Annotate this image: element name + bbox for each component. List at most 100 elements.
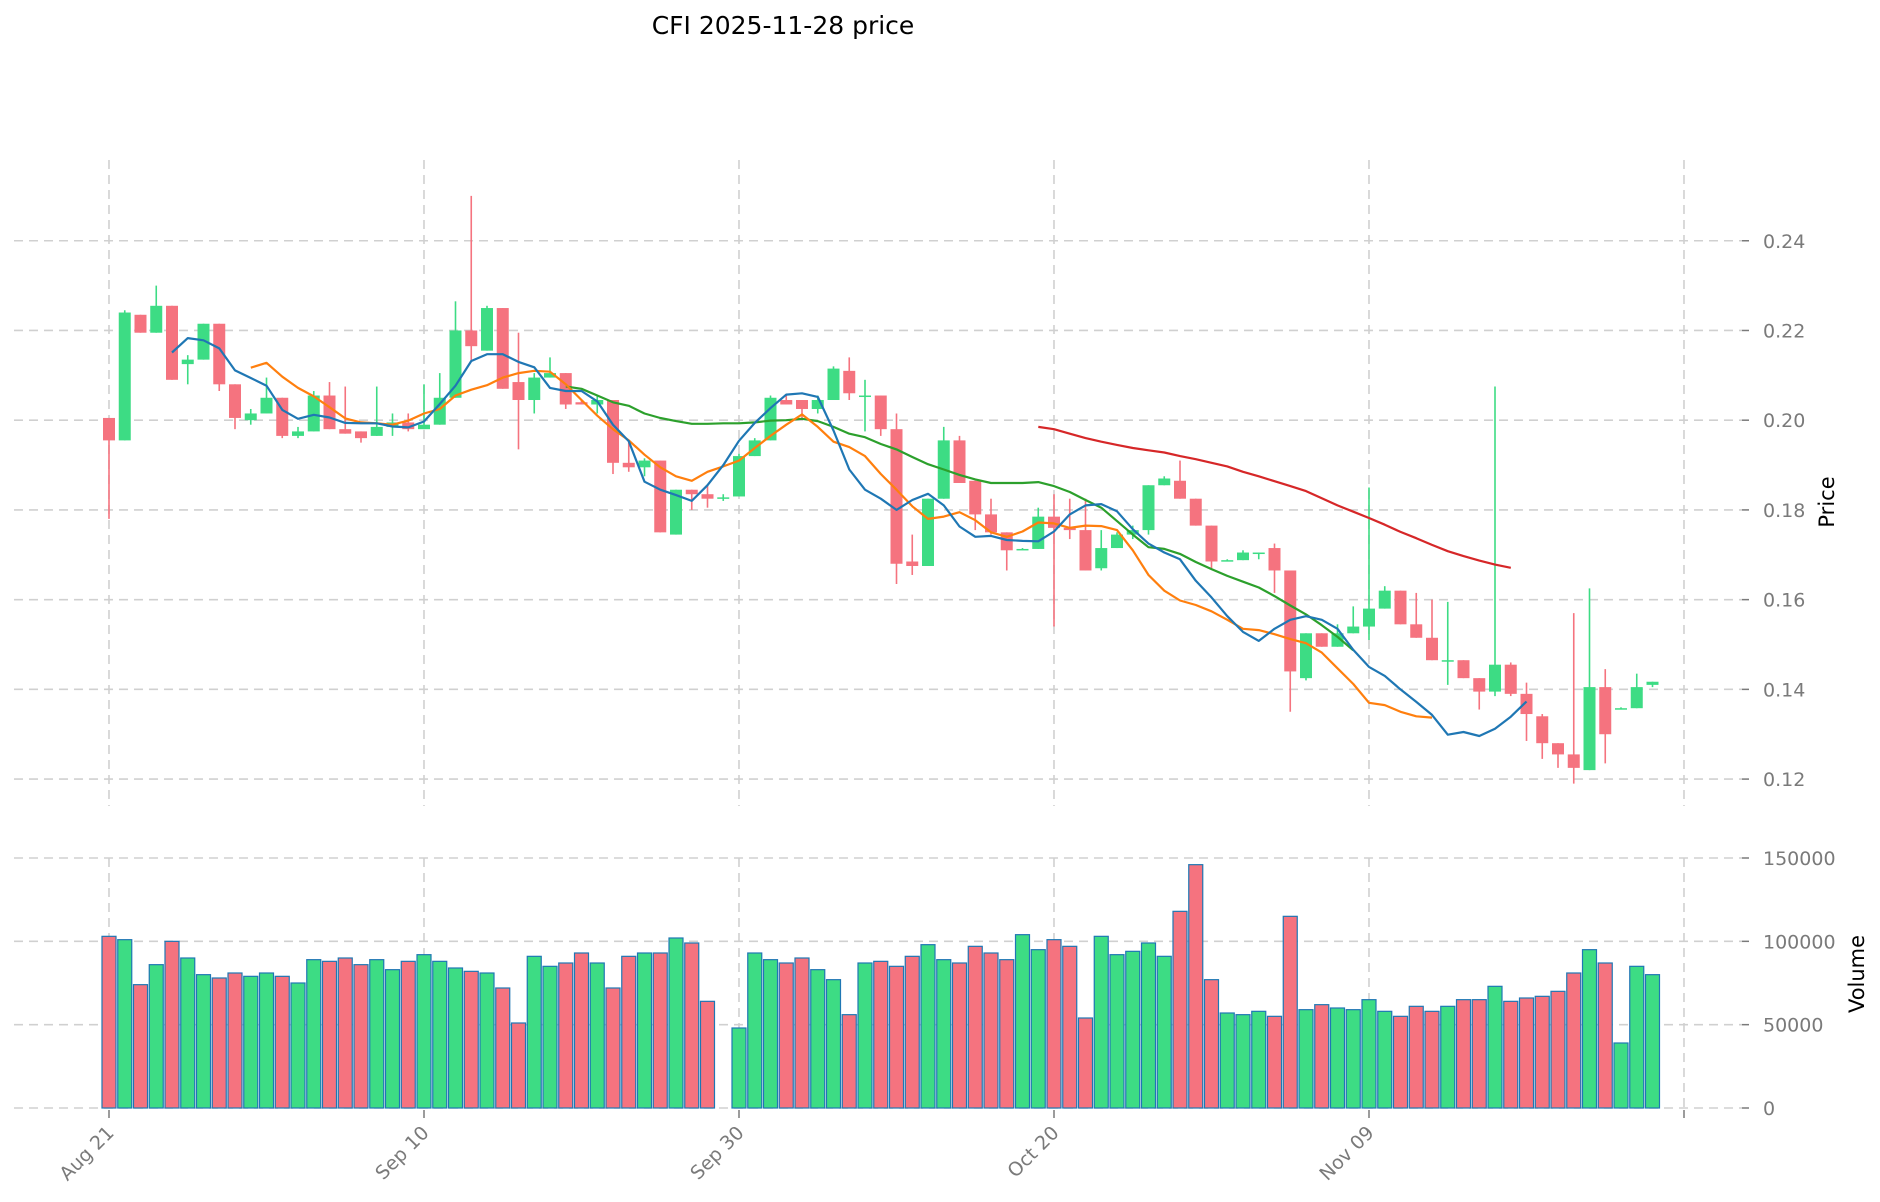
ma-short-line xyxy=(171,337,1528,738)
volume-bar-up xyxy=(1030,949,1046,1109)
candle-body-down xyxy=(1189,498,1202,526)
time-tick-label: Sep 10 xyxy=(371,1122,433,1184)
candle-body-up xyxy=(1378,590,1391,609)
candle-body-down xyxy=(1457,660,1470,679)
candle-body-up xyxy=(1646,681,1659,685)
candle-body-down xyxy=(1394,590,1407,625)
candles xyxy=(103,195,1659,784)
volume-bar-up xyxy=(258,972,275,1109)
volume-bar-up xyxy=(243,975,259,1109)
candle-body-up xyxy=(1331,633,1344,647)
volume-bar-down xyxy=(778,962,794,1109)
volume-tick-label: 150000 xyxy=(1763,848,1836,870)
candle-body-up xyxy=(181,359,194,365)
candle-body-down xyxy=(276,397,289,436)
volume-bar-up xyxy=(1109,954,1125,1109)
candle-body-up xyxy=(1126,530,1139,535)
candle-body-up xyxy=(1221,560,1234,562)
candle-body-down xyxy=(985,514,997,533)
volume-bar-up xyxy=(479,972,495,1109)
volume-bar-up xyxy=(290,982,306,1109)
volume-bar-down xyxy=(652,952,668,1109)
candle-body-down xyxy=(701,494,714,499)
price-tick-label: 0.12 xyxy=(1763,769,1805,791)
candle-body-down xyxy=(1268,548,1281,571)
volume-bar-down xyxy=(400,960,416,1109)
candle-body-down xyxy=(1048,516,1060,528)
volume-bar-down xyxy=(873,960,889,1109)
volume-bar-up xyxy=(1361,999,1377,1109)
ma-longest-line xyxy=(1038,425,1512,569)
volume-bar-up xyxy=(810,969,826,1109)
candle-body-up xyxy=(1615,708,1627,710)
candle-body-up xyxy=(1095,548,1108,569)
volume-bar-down xyxy=(1282,915,1298,1109)
time-tick-label: Aug 21 xyxy=(55,1122,118,1185)
volume-bar-up xyxy=(636,952,653,1109)
volume-bar-up xyxy=(117,939,133,1109)
volume-bar-down xyxy=(1172,910,1188,1109)
volume-bar-down xyxy=(1203,979,1220,1109)
volume-bar-up xyxy=(416,954,432,1109)
volume-bar-up xyxy=(180,957,196,1109)
candle-body-down xyxy=(339,429,352,434)
volume-bar-up xyxy=(1093,935,1109,1109)
candle-body-down xyxy=(953,440,966,483)
volume-bar-down xyxy=(101,935,117,1109)
candle-body-down xyxy=(1599,687,1612,735)
volume-bar-down xyxy=(621,955,637,1109)
price-gridlines xyxy=(14,239,1742,780)
candle-body-up xyxy=(1016,548,1029,551)
volume-bar-down xyxy=(573,952,590,1109)
time-tick-label: Sep 30 xyxy=(686,1122,748,1184)
candle-body-down xyxy=(1205,525,1218,562)
volume-bar-up xyxy=(148,964,164,1109)
candle-body-down xyxy=(1315,633,1328,647)
candle-body-down xyxy=(465,330,478,347)
volume-bar-down xyxy=(1550,990,1566,1109)
volume-axis-label: Volume xyxy=(1845,935,1869,1013)
candle-body-down xyxy=(874,395,887,430)
volume-bar-down xyxy=(1503,1000,1519,1109)
candle-body-up xyxy=(670,489,682,535)
volume-bar-down xyxy=(967,945,983,1109)
volume-bar-down xyxy=(1188,864,1204,1109)
volume-bar-up xyxy=(1219,1012,1235,1109)
volume-bar-up xyxy=(1251,1010,1267,1109)
candle-body-down xyxy=(512,382,525,401)
volume-bar-up xyxy=(1235,1014,1251,1109)
candle-body-up xyxy=(1111,534,1123,549)
volume-bar-down xyxy=(951,962,968,1109)
candle-body-up xyxy=(197,323,210,360)
volume-bar-up xyxy=(747,952,763,1109)
candle-body-down xyxy=(1473,678,1486,692)
volume-bar-up xyxy=(1125,950,1141,1109)
candle-body-up xyxy=(827,368,840,401)
volume-bar-up xyxy=(731,1027,747,1109)
volume-bar-up xyxy=(1644,974,1661,1109)
volume-bar-down xyxy=(1046,939,1062,1109)
time-axis-ticks: Aug 21 Sep 10 Sep 30 Oct 20 Nov 09 xyxy=(55,1110,1685,1185)
candle-body-down xyxy=(1410,624,1423,638)
candle-body-down xyxy=(1520,693,1533,715)
price-tick-label: 0.22 xyxy=(1763,320,1805,342)
volume-bar-up xyxy=(762,959,779,1109)
volume-bar-up xyxy=(1377,1010,1393,1109)
candle-body-up xyxy=(260,397,273,414)
candle-body-up xyxy=(1252,552,1265,555)
volume-bar-up xyxy=(1629,965,1645,1109)
candle-body-up xyxy=(811,400,824,409)
candle-body-down xyxy=(685,489,698,495)
volume-bar-down xyxy=(337,957,353,1109)
candle-body-down xyxy=(1552,743,1564,755)
volume-bar-up xyxy=(195,974,212,1109)
volume-bar-down xyxy=(132,984,149,1109)
candle-body-down xyxy=(229,384,241,418)
volume-bar-down xyxy=(1471,999,1487,1109)
volume-bar-up xyxy=(1014,934,1031,1109)
price-tick-label: 0.18 xyxy=(1763,500,1805,522)
volume-bar-up xyxy=(1345,1009,1361,1109)
volume-bar-down xyxy=(1392,1015,1409,1109)
candle-body-down xyxy=(355,431,367,439)
